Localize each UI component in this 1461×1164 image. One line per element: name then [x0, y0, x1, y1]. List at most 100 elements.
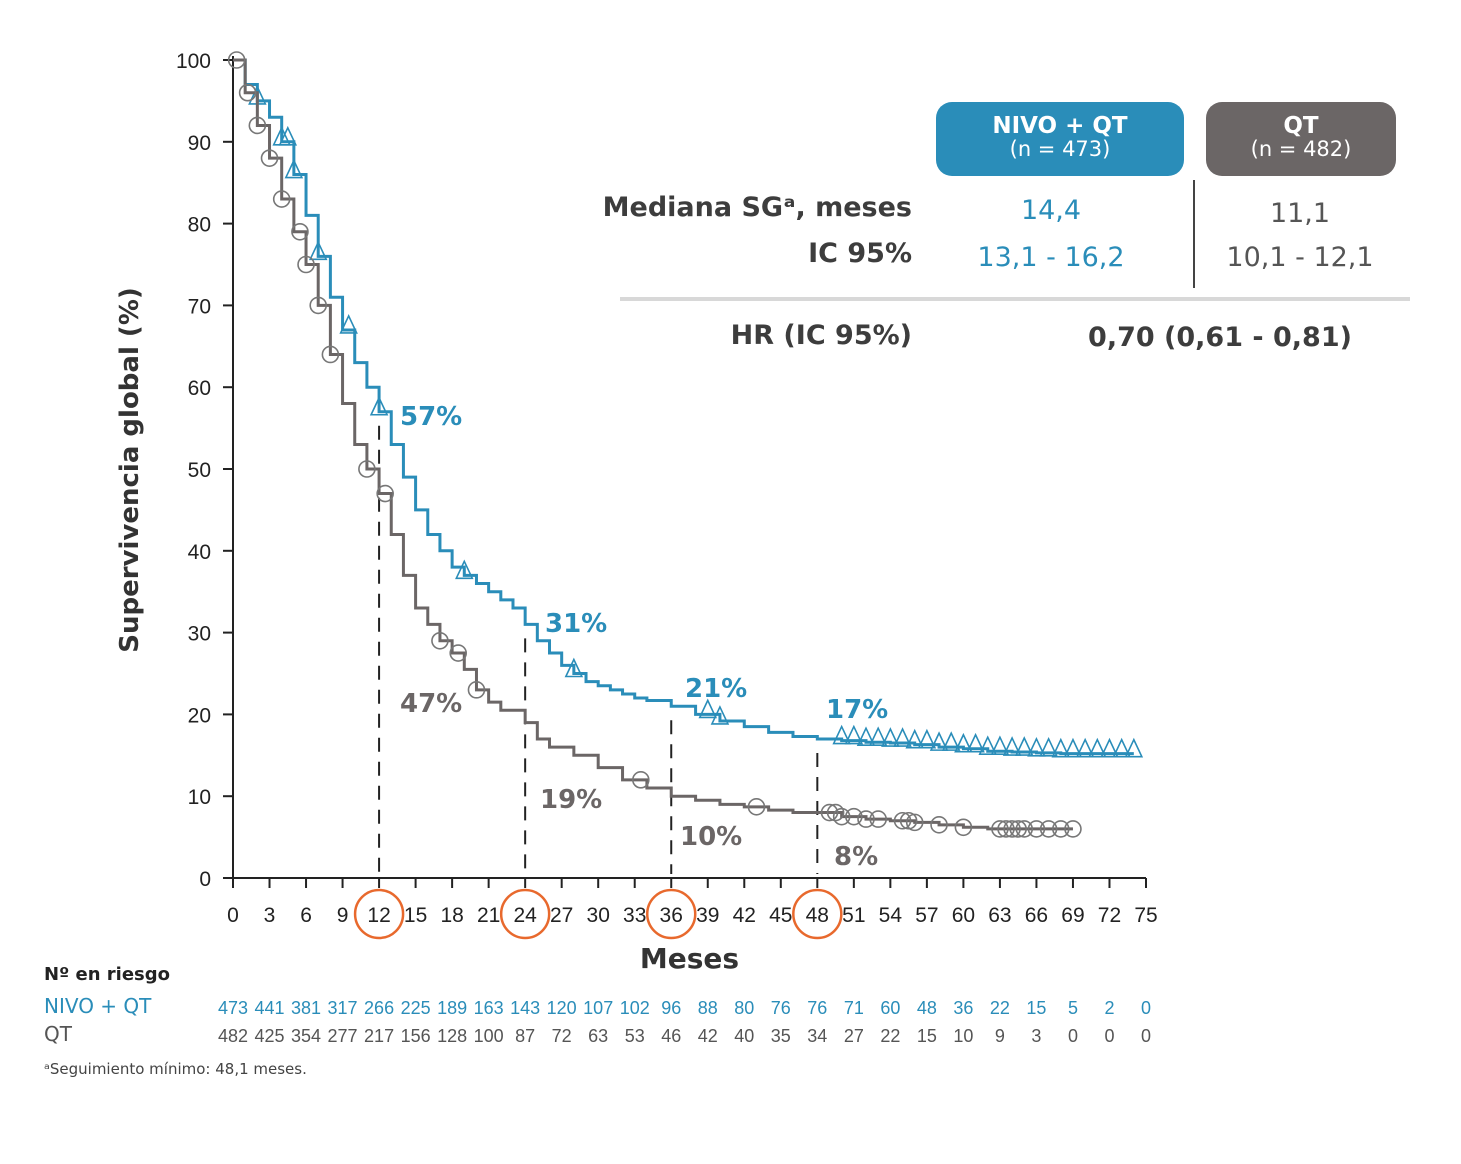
censor-marker-qt [358, 460, 376, 478]
group-nivo-qt-title: NIVO + QT [992, 113, 1128, 139]
x-tick-label: 75 [1134, 904, 1157, 927]
x-tick-label: 69 [1061, 904, 1084, 927]
x-highlight-circle [792, 888, 843, 940]
median-os-label: Mediana SGᵃ, meses [602, 192, 912, 223]
censor-marker-nivo-qt [832, 724, 851, 745]
x-tick-label: 21 [477, 904, 500, 927]
censor-marker-nivo-qt [278, 125, 298, 146]
x-highlight-circle [499, 888, 551, 940]
censor-marker-nivo-qt [698, 698, 718, 719]
landmark-value-label: 10% [680, 822, 742, 852]
censor-marker-qt [820, 803, 839, 822]
censor-marker-nivo-qt [868, 726, 888, 747]
x-tick-label: 48 [806, 904, 829, 927]
risk-value: 128 [437, 1026, 467, 1046]
censor-marker-qt [431, 631, 449, 650]
censor-marker-nivo-qt [978, 735, 998, 756]
risk-value: 76 [771, 998, 791, 1018]
y-tick-label: 80 [188, 214, 211, 237]
hr-label: HR (IC 95%) [730, 320, 912, 351]
landmark-value-label: 8% [834, 842, 878, 872]
risk-value: 27 [844, 1026, 864, 1046]
risk-value: 10 [953, 1026, 973, 1046]
risk-value: 71 [844, 998, 864, 1018]
censor-marker-qt [1009, 820, 1027, 838]
risk-value: 0 [1141, 998, 1151, 1018]
landmark-value-label: 21% [685, 674, 747, 704]
y-tick-label: 60 [188, 377, 211, 400]
risk-value: 0 [1068, 1026, 1078, 1046]
censor-marker-nivo-qt [917, 728, 937, 749]
risk-value: 266 [364, 998, 394, 1018]
table-column-divider [1193, 180, 1195, 288]
risk-value: 156 [401, 1026, 431, 1046]
risk-value: 87 [515, 1026, 535, 1046]
censor-marker-nivo-qt [1027, 736, 1046, 757]
censor-marker-nivo-qt [339, 314, 358, 334]
risk-value: 425 [254, 1026, 284, 1046]
y-tick-label: 20 [188, 704, 211, 727]
censor-marker-qt [467, 681, 486, 699]
hr-value: 0,70 (0,61 - 0,81) [1088, 322, 1352, 353]
censor-marker-nivo-qt [893, 727, 912, 747]
x-tick-label: 63 [988, 904, 1011, 927]
censor-marker-qt [291, 222, 309, 241]
censor-marker-nivo-qt [284, 158, 304, 179]
censor-marker-qt [1039, 820, 1058, 838]
x-tick-label: 72 [1098, 904, 1121, 927]
risk-value: 5 [1068, 998, 1078, 1018]
censor-marker-nivo-qt [1112, 737, 1131, 758]
risk-value: 22 [880, 1026, 900, 1046]
censor-marker-qt [272, 190, 291, 208]
censor-marker-nivo-qt [1051, 737, 1071, 758]
series-line-qt [233, 58, 1073, 831]
group-qt-n: (n = 482) [1250, 137, 1352, 162]
risk-value: 40 [734, 1026, 754, 1046]
risk-value: 2 [1104, 998, 1114, 1018]
y-tick-label: 100 [176, 50, 211, 73]
risk-value: 35 [771, 1026, 791, 1046]
x-tick-label: 9 [337, 904, 349, 927]
censor-marker-nivo-qt [1124, 737, 1144, 758]
censor-marker-qt [869, 810, 887, 828]
censor-marker-nivo-qt [881, 727, 900, 747]
landmark-value-label: 19% [540, 785, 602, 815]
x-tick-label: 39 [696, 904, 719, 927]
risk-value: 0 [1104, 1026, 1114, 1046]
table-row-divider [620, 297, 1410, 301]
ci95-qt: 10,1 - 12,1 [1226, 242, 1374, 273]
censor-marker-nivo-qt [954, 732, 973, 753]
risk-value: 102 [620, 998, 650, 1018]
x-tick-label: 24 [513, 904, 537, 927]
censor-marker-qt [1064, 820, 1082, 838]
risk-value: 189 [437, 998, 467, 1018]
y-tick-label: 30 [188, 623, 211, 646]
risk-row-nivo-name: NIVO + QT [44, 994, 152, 1018]
y-tick-label: 50 [188, 459, 211, 482]
x-axis-label: Meses [640, 942, 739, 975]
risk-table-title: Nº en riesgo [44, 964, 170, 985]
group-nivo-qt-n: (n = 473) [1009, 137, 1111, 162]
x-tick-label: 51 [842, 904, 865, 927]
risk-value: 482 [218, 1026, 248, 1046]
censor-marker-nivo-qt [990, 735, 1010, 756]
x-tick-label: 3 [264, 904, 276, 927]
x-highlight-circle [645, 888, 697, 940]
x-tick-label: 30 [587, 904, 610, 927]
x-tick-label: 27 [550, 904, 573, 927]
risk-value: 72 [552, 1026, 572, 1046]
risk-value: 3 [1031, 1026, 1041, 1046]
y-tick-label: 0 [199, 868, 211, 891]
x-tick-label: 66 [1025, 904, 1048, 927]
censor-marker-nivo-qt [564, 657, 584, 678]
x-tick-label: 12 [367, 904, 390, 927]
y-axis-label: Supervivencia global (%) [115, 287, 145, 653]
series-line-nivo-qt [233, 58, 1134, 756]
censor-marker-qt [899, 811, 918, 830]
censor-marker-qt [1003, 820, 1021, 838]
censor-marker-qt [1027, 820, 1046, 838]
x-tick-label: 33 [623, 904, 646, 927]
censor-marker-nivo-qt [1100, 737, 1119, 758]
censor-marker-nivo-qt [1039, 736, 1058, 757]
x-tick-label: 54 [879, 904, 903, 927]
